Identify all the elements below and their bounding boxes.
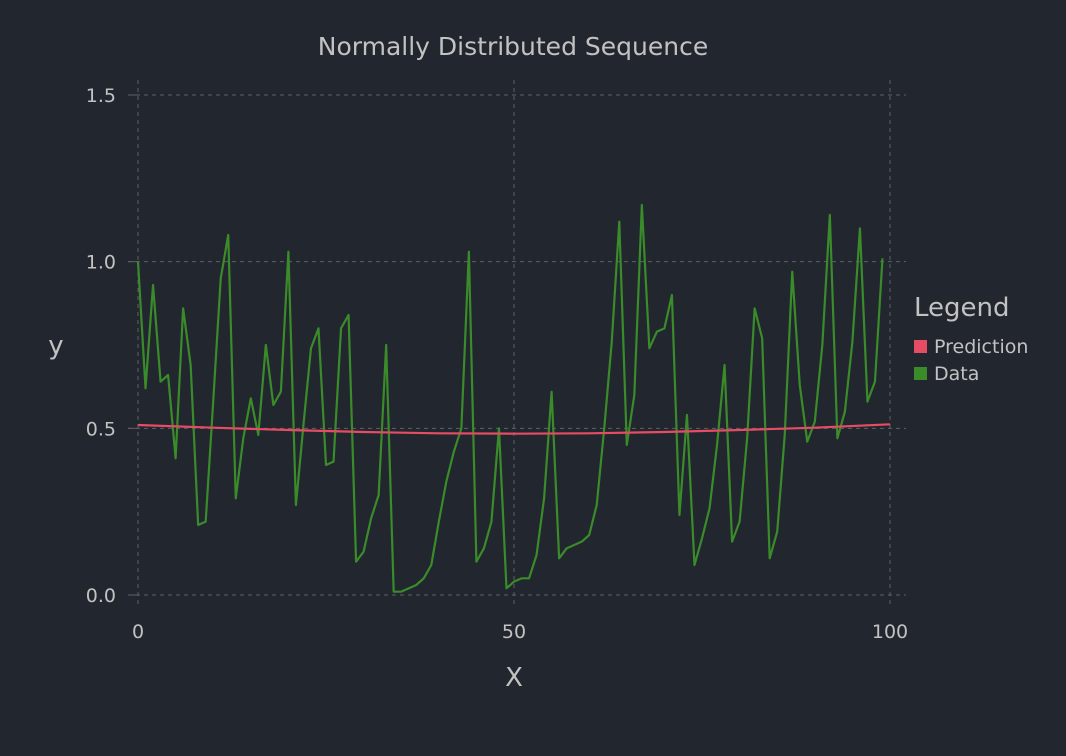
- legend: Legend Prediction Data: [914, 293, 1028, 385]
- series-layer: [136, 203, 891, 593]
- x-axis-label: X: [505, 663, 523, 693]
- legend-label-data: Data: [934, 363, 979, 385]
- y-axis-label: y: [48, 331, 63, 361]
- x-tick-label: 100: [872, 621, 908, 643]
- chart-title: Normally Distributed Sequence: [318, 32, 708, 61]
- x-tick-label: 50: [502, 621, 526, 643]
- series-line-prediction: [137, 423, 891, 435]
- x-tick-label: 0: [132, 621, 144, 643]
- series-line-data: [136, 203, 884, 593]
- y-tick-label: 0.0: [86, 585, 116, 607]
- legend-title: Legend: [914, 293, 1010, 323]
- y-tick-label: 1.0: [86, 252, 116, 274]
- y-tick-label: 1.5: [86, 85, 116, 107]
- x-axis-ticks: 0 50 100: [132, 621, 908, 643]
- legend-swatch-data: [914, 367, 927, 380]
- legend-label-prediction: Prediction: [934, 336, 1028, 358]
- legend-swatch-prediction: [914, 340, 927, 353]
- y-axis-ticks: 0.0 0.5 1.0 1.5: [86, 85, 138, 607]
- y-tick-label: 0.5: [86, 418, 116, 440]
